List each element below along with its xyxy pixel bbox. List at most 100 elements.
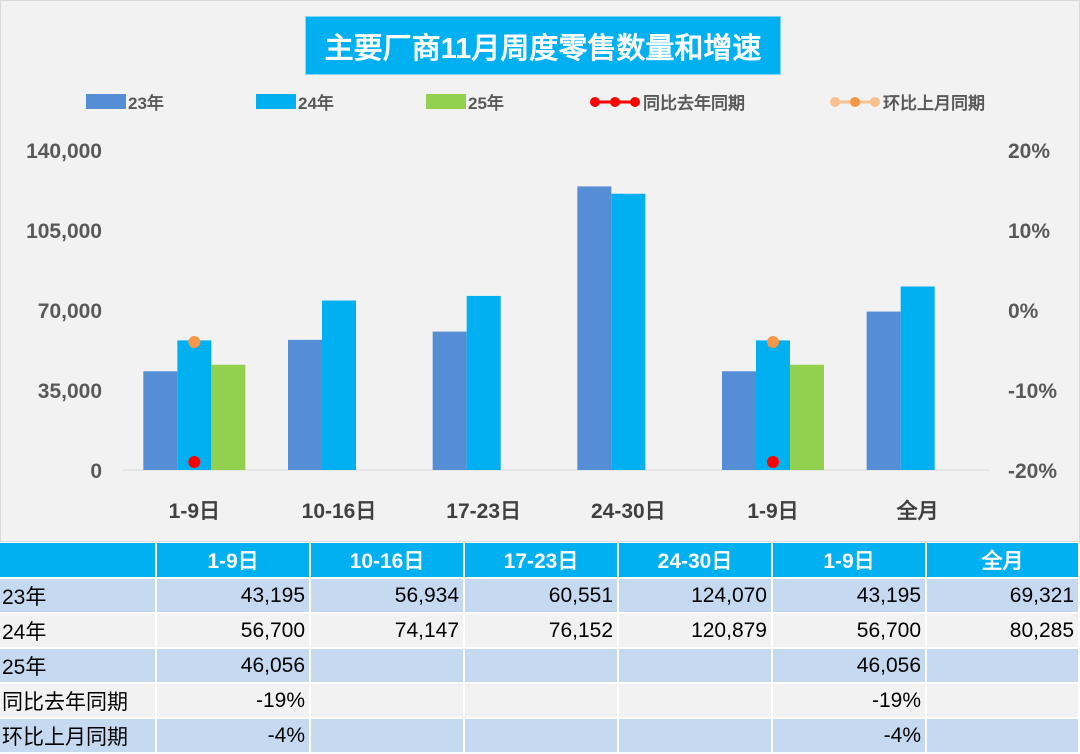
legend-swatch	[256, 94, 296, 109]
table-cell	[311, 684, 465, 719]
table-cell: -19%	[773, 684, 927, 719]
y2-tick-label: 0%	[1008, 300, 1039, 323]
header-cell	[0, 543, 157, 579]
legend-swatch	[86, 94, 126, 109]
chart-title: 主要厂商11月周度零售数量和增速	[305, 16, 781, 75]
bar	[611, 193, 646, 470]
table-row: 25年 46,056 46,056	[0, 649, 1080, 684]
data-table: 1-9日 10-16日 17-23日 24-30日 1-9日 全月 23年 43,…	[0, 543, 1080, 754]
bar	[466, 295, 501, 470]
legend-label: 25年	[468, 94, 504, 113]
table-cell	[927, 684, 1080, 719]
table-cell: 60,551	[465, 579, 619, 614]
bar	[722, 371, 756, 470]
table-cell	[927, 719, 1080, 754]
row-label: 23年	[0, 579, 157, 614]
legend-label: 环比上月同期	[883, 94, 985, 113]
table-cell: 56,934	[311, 579, 465, 614]
table-cell	[619, 684, 773, 719]
line-marker	[188, 336, 201, 348]
bar	[790, 364, 824, 470]
table-cell	[619, 719, 773, 754]
legend-25: 25年	[426, 89, 504, 114]
y-tick-label: 105,000	[26, 220, 102, 243]
table-row: 环比上月同期 -4% -4%	[0, 719, 1080, 754]
bar	[143, 371, 178, 470]
bar	[756, 340, 790, 470]
row-label: 环比上月同期	[0, 719, 157, 754]
table-row: 同比去年同期 -19% -19%	[0, 684, 1080, 719]
legend-line-marker	[590, 96, 640, 107]
table-cell: 43,195	[157, 579, 311, 614]
line-marker	[188, 456, 201, 468]
table-cell: 46,056	[157, 649, 311, 684]
table-cell	[311, 649, 465, 684]
table-cell: 120,879	[619, 614, 773, 649]
header-cell: 17-23日	[465, 543, 619, 579]
x-tick-label: 1-9日	[169, 500, 220, 523]
legend-line-marker	[830, 96, 880, 107]
table-cell: -19%	[157, 684, 311, 719]
line-marker	[767, 336, 779, 348]
plot: 0 35,000 70,000 105,000 140,000 -20% -10% 0% 10%…	[26, 140, 1057, 523]
table-cell	[619, 649, 773, 684]
legend-swatch	[426, 94, 466, 109]
bar	[211, 364, 246, 470]
table-cell: 56,700	[773, 614, 927, 649]
row-label: 25年	[0, 649, 157, 684]
legend-mom: 环比上月同期	[829, 89, 985, 114]
table-row: 23年 43,195 56,934 60,551 124,070 43,195 69,321	[0, 579, 1080, 614]
table-cell	[465, 719, 619, 754]
table-cell	[465, 649, 619, 684]
table-cell: 46,056	[773, 649, 927, 684]
x-tick-label: 10-16日	[302, 500, 377, 523]
y2-tick-label: -10%	[1008, 380, 1057, 403]
bar	[432, 331, 467, 470]
header-cell: 10-16日	[311, 543, 465, 579]
legend-label: 24年	[298, 94, 334, 113]
row-label: 24年	[0, 614, 157, 649]
x-tick-label: 1-9日	[747, 500, 798, 523]
table-cell: 76,152	[465, 614, 619, 649]
legend-label: 同比去年同期	[643, 94, 745, 113]
bar	[177, 340, 212, 470]
table-cell	[927, 649, 1080, 684]
table-cell: 124,070	[619, 579, 773, 614]
row-label: 同比去年同期	[0, 684, 157, 719]
table-cell	[311, 719, 465, 754]
y2-tick-label: 20%	[1008, 140, 1050, 163]
legend-24: 24年	[256, 89, 334, 114]
x-tick-label: 17-23日	[446, 500, 521, 523]
bar	[866, 311, 901, 470]
bar	[577, 186, 612, 470]
y-tick-label: 140,000	[26, 140, 102, 163]
x-tick-label: 全月	[896, 499, 939, 523]
bar	[288, 339, 322, 470]
table-cell: 80,285	[927, 614, 1080, 649]
header-cell: 1-9日	[773, 543, 927, 579]
legend-yoy: 同比去年同期	[589, 89, 745, 114]
header-cell: 24-30日	[619, 543, 773, 579]
bar	[900, 286, 935, 470]
table-cell	[465, 684, 619, 719]
table-cell: -4%	[157, 719, 311, 754]
y2-tick-label: -20%	[1008, 460, 1057, 483]
table-cell: 56,700	[157, 614, 311, 649]
line-marker	[767, 456, 779, 468]
table-cell: -4%	[773, 719, 927, 754]
y2-tick-label: 10%	[1008, 220, 1050, 243]
table-cell: 43,195	[773, 579, 927, 614]
legend-23: 23年	[86, 89, 164, 114]
y-tick-label: 70,000	[38, 300, 102, 323]
table-row: 24年 56,700 74,147 76,152 120,879 56,700 80,285	[0, 614, 1080, 649]
header-cell: 1-9日	[157, 543, 311, 579]
x-tick-label: 24-30日	[591, 500, 666, 523]
table-cell: 69,321	[927, 579, 1080, 614]
y-tick-label: 0	[90, 460, 102, 483]
legend-label: 23年	[128, 94, 164, 113]
table-cell: 74,147	[311, 614, 465, 649]
y-tick-label: 35,000	[38, 380, 102, 403]
bar	[322, 300, 356, 470]
table-header: 1-9日 10-16日 17-23日 24-30日 1-9日 全月	[0, 543, 1080, 579]
header-cell: 全月	[927, 543, 1080, 579]
